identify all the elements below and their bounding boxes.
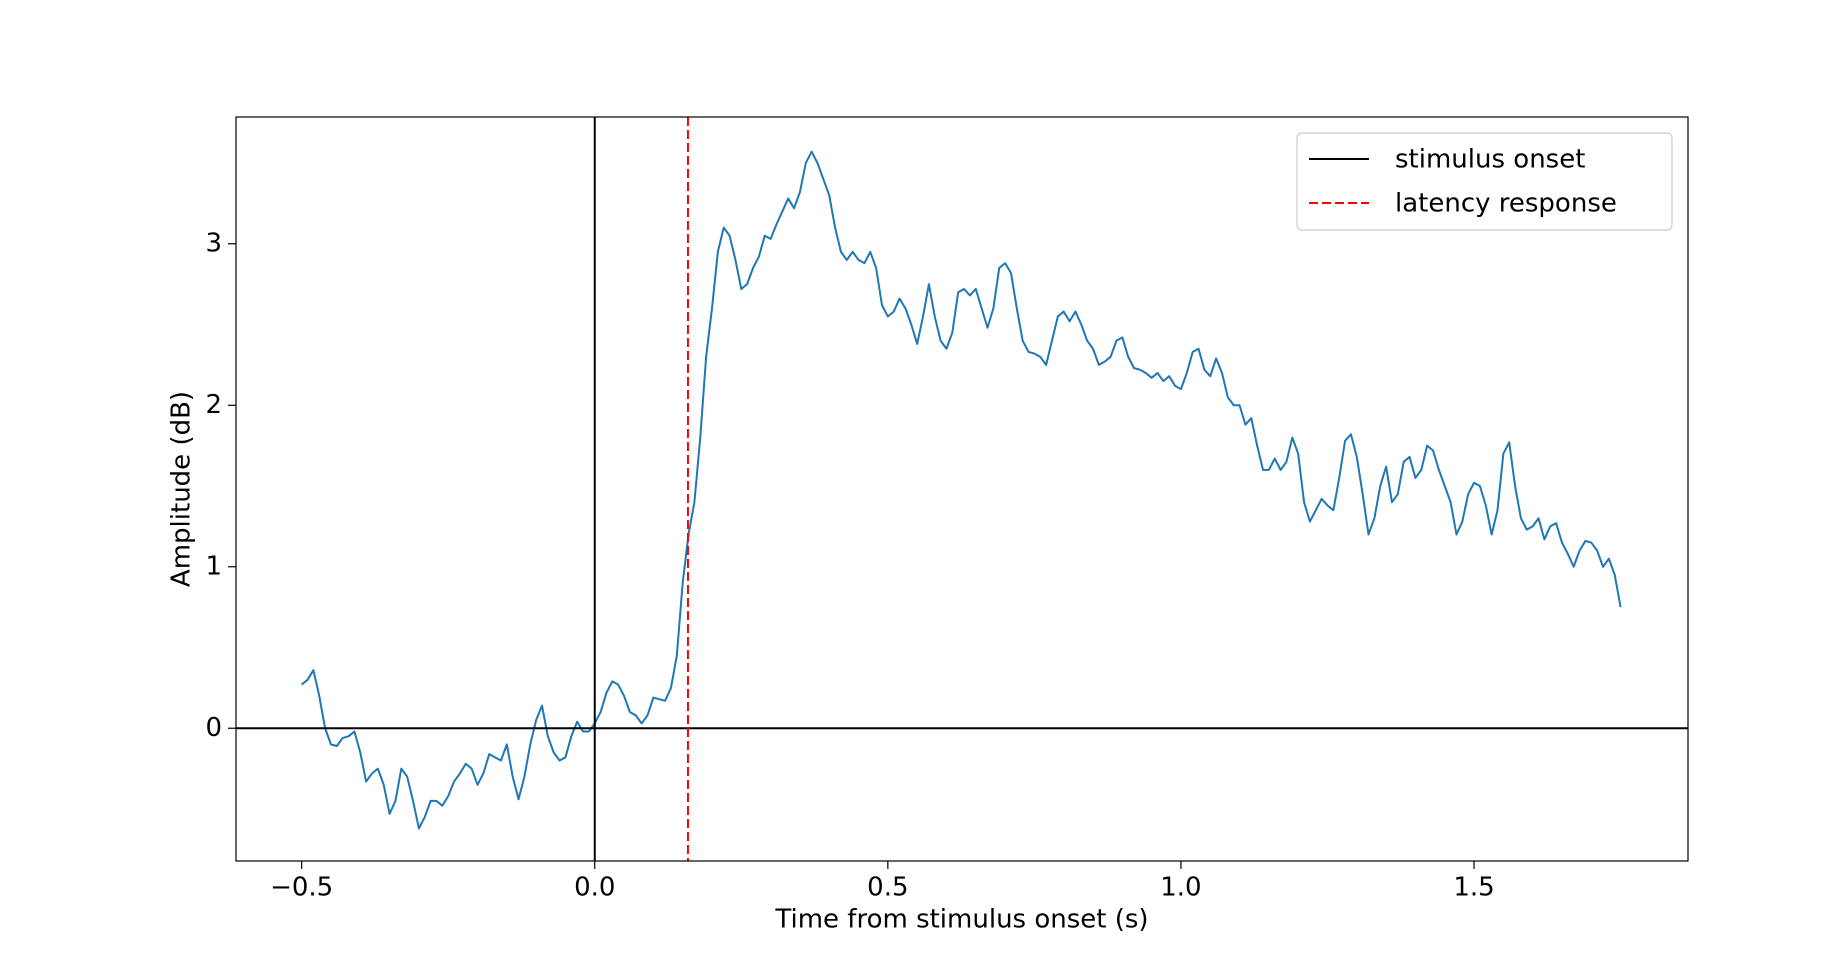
legend-label: latency response bbox=[1395, 189, 1617, 219]
axes-frame bbox=[235, 116, 1689, 862]
x-axis-label: Time from stimulus onset (s) bbox=[774, 905, 1148, 935]
data-line bbox=[301, 150, 1622, 830]
x-tick-label: 1.5 bbox=[1453, 873, 1494, 903]
y-axis-label: Amplitude (dB) bbox=[167, 391, 197, 587]
x-tick-label: 1.0 bbox=[1160, 873, 1201, 903]
y-tick-label: 3 bbox=[205, 228, 222, 258]
x-tick-label: 0.0 bbox=[574, 873, 615, 903]
x-tick-label: 0.5 bbox=[867, 873, 908, 903]
y-tick-label: 1 bbox=[205, 551, 222, 581]
legend-box bbox=[1296, 132, 1673, 231]
y-tick-label: 2 bbox=[205, 390, 222, 420]
legend-label: stimulus onset bbox=[1395, 145, 1585, 175]
x-tick-label: −0.5 bbox=[270, 873, 333, 903]
y-tick-label: 0 bbox=[205, 713, 222, 743]
plot-area bbox=[236, 117, 1688, 861]
